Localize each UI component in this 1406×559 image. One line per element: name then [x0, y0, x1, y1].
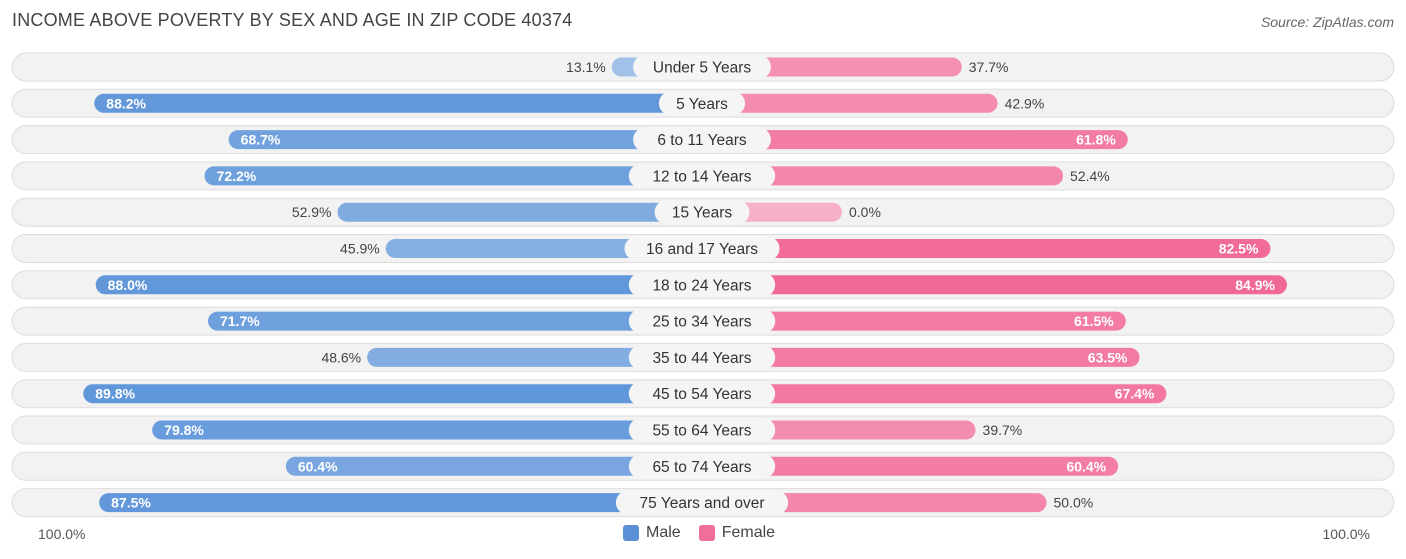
category-label: 6 to 11 Years [657, 132, 747, 149]
category-label-bg [654, 200, 750, 225]
bar-male [228, 130, 703, 150]
value-label-female: 42.9% [1005, 95, 1045, 111]
value-label-female: 61.5% [1074, 313, 1114, 329]
legend-swatch-male [623, 525, 639, 541]
value-label-female: 0.0% [849, 204, 881, 220]
bar-female [702, 311, 1126, 331]
value-label-male: 45.9% [340, 241, 380, 257]
value-label-male: 88.2% [106, 95, 146, 111]
value-label-male: 88.0% [108, 277, 148, 293]
source-label: Source: ZipAtlas.com [1260, 14, 1394, 30]
bar-male [94, 93, 702, 113]
category-label: 65 to 74 Years [652, 459, 751, 476]
value-label-male: 68.7% [241, 132, 281, 148]
value-label-female: 52.4% [1070, 168, 1110, 184]
category-label-bg [628, 454, 776, 479]
bar-male [99, 493, 702, 513]
legend-swatch-female [698, 525, 715, 541]
bar-male [207, 311, 702, 331]
category-label-bg [615, 490, 789, 515]
value-label-female: 39.7% [983, 422, 1023, 438]
bar-male [385, 239, 702, 258]
value-label-male: 60.4% [298, 458, 338, 474]
category-label: 45 to 54 Years [652, 386, 751, 403]
axis-left-label: 100.0% [38, 526, 86, 542]
bar-female [702, 130, 1128, 150]
category-label-bg [633, 55, 771, 79]
bar-male [95, 275, 703, 295]
value-label-male: 87.5% [111, 495, 151, 511]
legend-item-male: Male [623, 524, 681, 542]
category-label-bg [624, 236, 780, 261]
category-label-bg [628, 272, 776, 297]
category-label-bg [658, 91, 746, 116]
bar-female [702, 275, 1287, 295]
bar-male [204, 166, 703, 186]
category-label-bg [628, 163, 776, 188]
chart-title: INCOME ABOVE POVERTY BY SEX AND AGE IN Z… [12, 10, 573, 30]
bar-male [83, 384, 702, 404]
category-label: Under 5 Years [653, 60, 751, 77]
category-label: 55 to 64 Years [652, 423, 751, 440]
category-label-bg [633, 127, 771, 152]
value-label-female: 67.4% [1115, 386, 1155, 402]
chart: Under 5 Years 13.1% 37.7% 5 Years 88.2% 42.9%… [11, 52, 1395, 518]
bar-male [367, 347, 702, 367]
axis-right-label: 100.0% [1322, 526, 1370, 542]
category-label-bg [628, 381, 776, 406]
bar-female [702, 239, 1271, 258]
value-label-female: 60.4% [1066, 458, 1106, 474]
category-label-bg [628, 309, 776, 334]
category-label-bg [628, 418, 776, 442]
legend: Male Female [623, 524, 793, 542]
bar-female [702, 166, 1064, 186]
category-label: 5 Years [676, 96, 728, 113]
legend-label-male: Male [646, 524, 681, 541]
bar-male [152, 420, 703, 440]
category-label: 12 to 14 Years [652, 168, 751, 185]
value-label-male: 52.9% [292, 204, 332, 220]
value-label-male: 79.8% [164, 422, 204, 438]
bar-female [702, 93, 998, 113]
value-label-female: 82.5% [1219, 241, 1259, 257]
value-label-male: 71.7% [220, 313, 260, 329]
value-label-female: 50.0% [1054, 495, 1094, 511]
category-label-bg [628, 345, 776, 370]
bar-female [702, 384, 1167, 404]
bar-female [702, 456, 1119, 476]
value-label-female: 84.9% [1235, 277, 1275, 293]
bar-female [702, 493, 1047, 513]
category-label: 75 Years and over [640, 495, 765, 512]
category-label: 25 to 34 Years [652, 314, 751, 331]
bar-female [702, 347, 1140, 367]
category-label: 18 to 24 Years [652, 277, 751, 294]
legend-label-female: Female [721, 524, 776, 541]
legend-item-female: Female [698, 524, 776, 542]
value-label-male: 48.6% [321, 349, 361, 365]
value-label-male: 89.8% [95, 386, 135, 402]
category-label: 15 Years [672, 205, 733, 222]
category-label: 16 and 17 Years [646, 241, 758, 258]
value-label-female: 61.8% [1076, 132, 1116, 148]
value-label-female: 63.5% [1088, 349, 1128, 365]
value-label-female: 37.7% [969, 59, 1009, 75]
value-label-male: 72.2% [217, 168, 257, 184]
bar-male [285, 456, 702, 476]
value-label-male: 13.1% [566, 59, 606, 75]
bar-male [337, 202, 702, 222]
category-label: 35 to 44 Years [652, 350, 751, 367]
